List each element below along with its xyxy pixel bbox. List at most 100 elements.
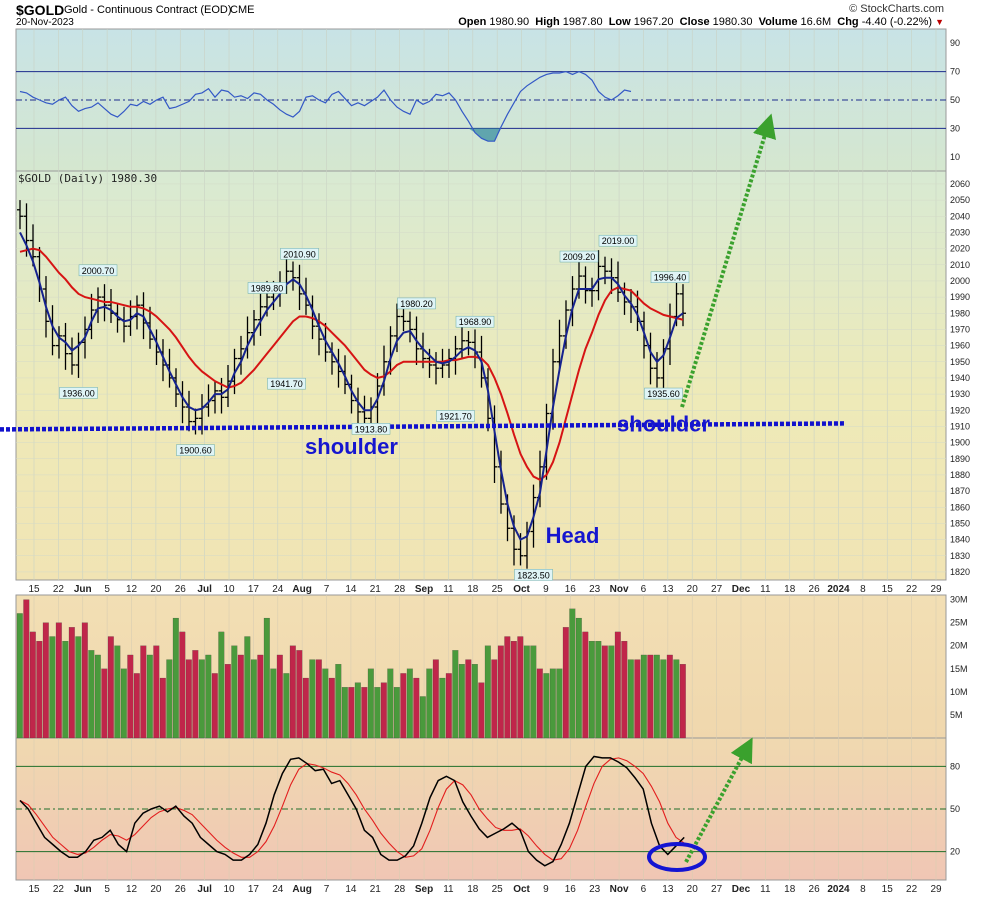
x-tick-label: 12 <box>126 584 138 595</box>
volume-bar <box>68 627 75 739</box>
volume-label: Volume <box>758 16 798 28</box>
y-tick-label: 1820 <box>950 567 970 577</box>
volume-bar <box>42 622 49 739</box>
volume-bar <box>478 682 485 739</box>
y-tick-label: 2010 <box>950 260 970 270</box>
y-tick-label: 1920 <box>950 405 970 415</box>
price-annotation: 1941.70 <box>267 377 306 390</box>
volume-bar <box>400 673 407 739</box>
y-tick-label: 1910 <box>950 421 970 431</box>
ohlc-bar <box>446 348 452 378</box>
volume-bar <box>153 645 160 739</box>
price-annotation: 1996.40 <box>650 271 690 283</box>
ohlc-bar <box>296 264 303 311</box>
price-annotation: 2009.20 <box>559 250 599 263</box>
y-tick-label: 1940 <box>950 373 970 383</box>
y-tick-label: 1860 <box>950 502 970 512</box>
price-annotation: 1900.60 <box>176 444 215 456</box>
volume-bar <box>543 673 550 739</box>
volume-bar <box>276 654 283 739</box>
volume-bar <box>224 664 231 739</box>
volume-bar <box>517 636 524 739</box>
open-label: Open <box>458 16 487 28</box>
pattern-label: Head <box>546 523 600 548</box>
close-label: Close <box>679 16 710 28</box>
svg-text:2009.20: 2009.20 <box>563 252 596 262</box>
volume-bar <box>289 645 296 739</box>
volume-bar <box>608 645 615 739</box>
volume-bar <box>614 631 621 739</box>
volume-bar <box>81 622 88 739</box>
x-tick-label: 17 <box>248 584 260 595</box>
volume-bar <box>445 673 452 739</box>
volume-bar <box>237 654 244 739</box>
x-tick-label: 15 <box>882 884 894 895</box>
volume-bar <box>185 659 192 739</box>
ohlc-bar <box>212 381 218 414</box>
price-annotation: 2000.70 <box>78 264 118 277</box>
volume-bar <box>673 659 680 739</box>
x-tick-label: 18 <box>467 584 479 595</box>
price-annotation: 1989.80 <box>247 282 287 294</box>
y-tick-label: 30M <box>950 595 968 605</box>
ohlc-bar <box>290 261 296 291</box>
volume-bar <box>374 687 381 739</box>
volume-bar <box>393 687 400 739</box>
y-tick-label: 20 <box>950 847 960 857</box>
ohlc-bar <box>465 331 472 356</box>
ohlc-bar <box>582 266 589 304</box>
x-tick-label: 5 <box>104 584 110 595</box>
volume-bar <box>166 659 173 739</box>
volume-bar <box>640 654 647 739</box>
x-tick-label: 2024 <box>827 584 850 595</box>
x-tick-label: 2024 <box>827 884 850 895</box>
volume-bar <box>504 636 511 739</box>
x-tick-label: 16 <box>565 884 577 895</box>
ohlc-bar <box>69 337 75 375</box>
x-tick-label: 8 <box>860 584 866 595</box>
y-tick-label: 2060 <box>950 179 970 189</box>
x-tick-label: Nov <box>610 584 629 595</box>
price-panel-title: $GOLD (Daily) 1980.30 <box>18 172 157 185</box>
oversold-circle <box>647 842 707 872</box>
y-tick-label: 90 <box>950 38 960 48</box>
x-tick-label: 6 <box>641 884 647 895</box>
ohlc-bar <box>602 256 608 285</box>
y-tick-label: 1930 <box>950 389 970 399</box>
volume-bar <box>322 668 329 739</box>
volume-bar <box>309 659 316 739</box>
y-tick-label: 1830 <box>950 551 970 561</box>
x-tick-label: 8 <box>860 884 866 895</box>
volume-bar <box>647 654 654 739</box>
x-tick-label: 15 <box>28 884 40 895</box>
x-tick-label: 20 <box>687 884 699 895</box>
svg-text:1936.00: 1936.00 <box>62 388 95 398</box>
x-tick-label: 25 <box>492 884 504 895</box>
svg-text:1980.20: 1980.20 <box>400 299 433 309</box>
x-tick-label: 11 <box>443 884 454 895</box>
x-tick-label: 23 <box>589 584 601 595</box>
volume-bar <box>348 687 355 739</box>
x-tick-label: Sep <box>415 584 433 595</box>
ohlc-bar <box>433 352 439 385</box>
x-tick-label: 10 <box>223 884 235 895</box>
volume-bar <box>536 668 543 739</box>
x-tick-label: 29 <box>930 584 942 595</box>
x-tick-label: 26 <box>175 884 187 895</box>
svg-text:1900.60: 1900.60 <box>179 446 212 456</box>
x-tick-label: Oct <box>513 584 530 595</box>
low-value: 1967.20 <box>633 16 674 28</box>
ohlc-bar <box>615 261 621 302</box>
y-tick-label: 1840 <box>950 535 970 545</box>
price-annotation: 1823.50 <box>514 569 553 581</box>
volume-bar <box>133 673 140 739</box>
volume-bar <box>660 659 667 739</box>
volume-bar <box>361 687 368 739</box>
volume-bar <box>62 641 69 739</box>
volume-bar <box>88 650 95 739</box>
volume-bar <box>452 650 459 739</box>
x-tick-label: Jun <box>74 884 92 895</box>
volume-bar <box>653 654 660 739</box>
x-tick-label: 18 <box>784 584 796 595</box>
volume-bar <box>341 687 348 739</box>
